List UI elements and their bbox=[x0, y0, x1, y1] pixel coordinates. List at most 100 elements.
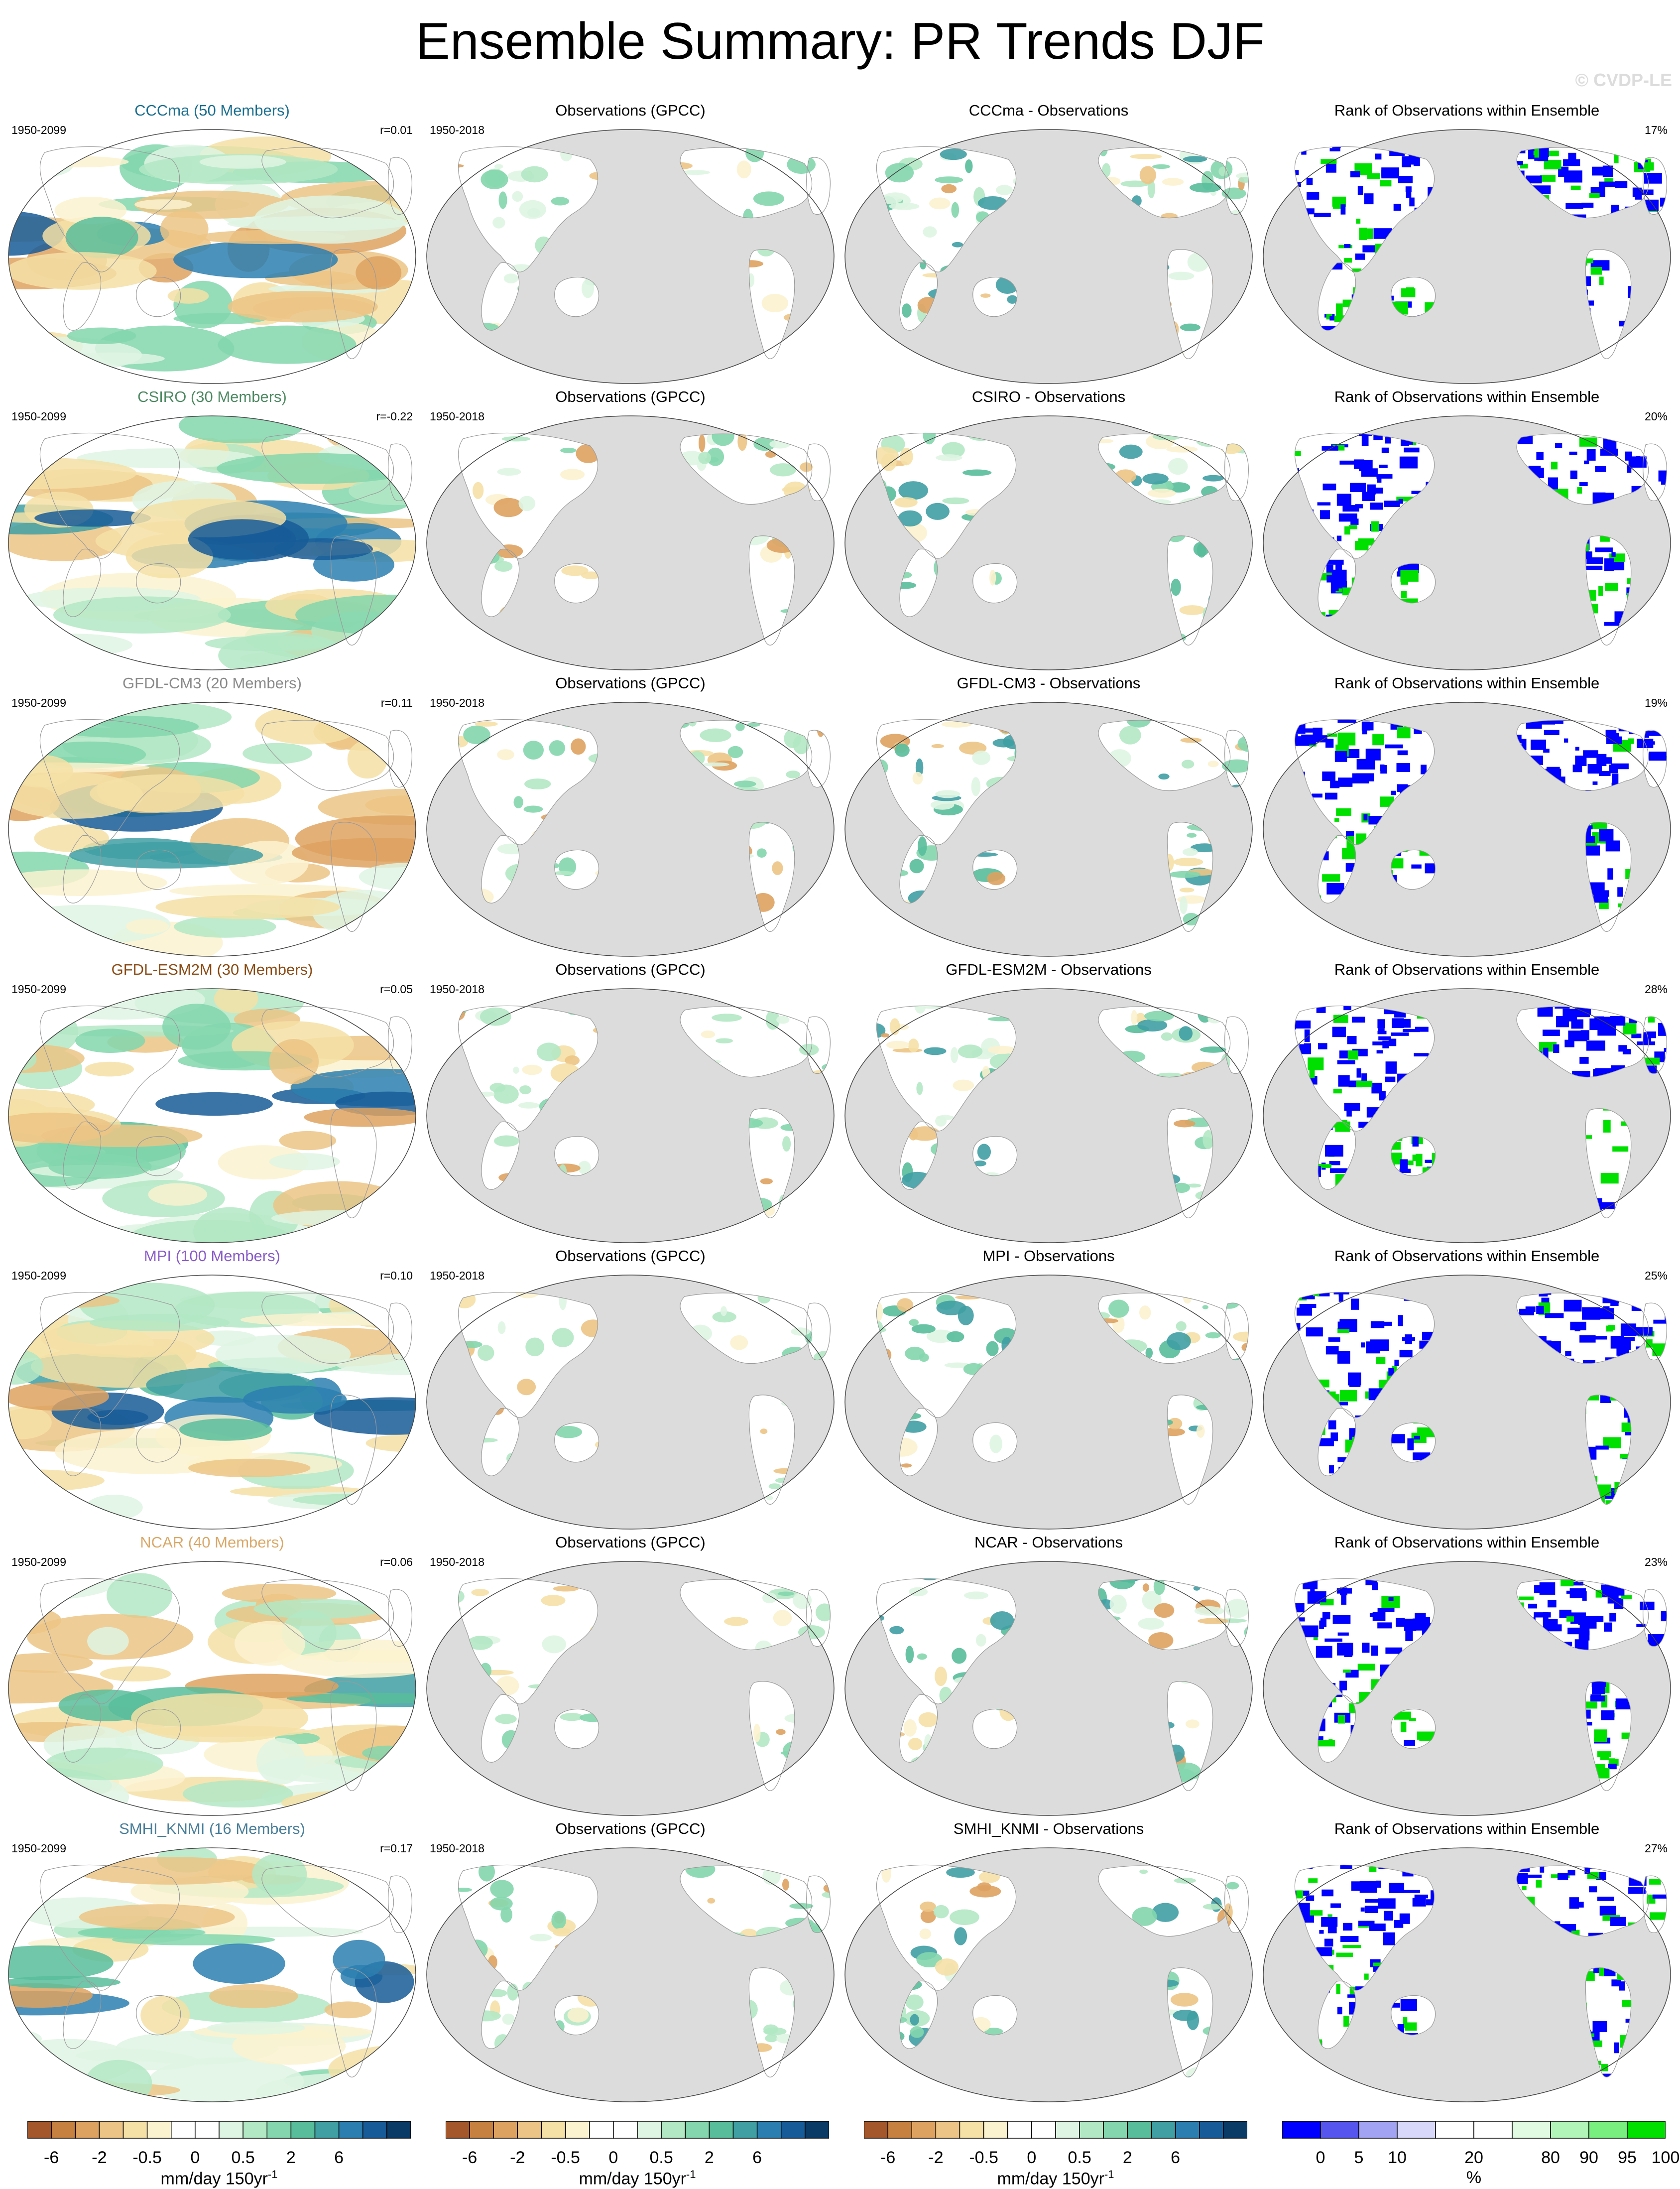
ensemble-panel: CCCma (50 Members) 1950-2099 r=0.01 bbox=[2, 100, 422, 386]
colorbar-swatch bbox=[911, 2121, 937, 2139]
colorbar-swatch bbox=[242, 2121, 268, 2139]
period-label: 1950-2018 bbox=[430, 124, 484, 136]
colorbar-swatch bbox=[1435, 2121, 1474, 2139]
rank-panel: Rank of Observations within Ensemble 25% bbox=[1257, 1245, 1677, 1532]
observations-panel: Observations (GPCC) 1950-2018 bbox=[421, 672, 840, 959]
colorbar-swatch bbox=[51, 2121, 76, 2139]
ensemble-panel: SMHI_KNMI (16 Members) 1950-2099 r=0.17 bbox=[2, 1818, 422, 2104]
globe-map bbox=[426, 1275, 835, 1530]
observations-panel: Observations (GPCC) 1950-2018 bbox=[421, 1818, 840, 2104]
panel-title: GFDL-ESM2M (30 Members) bbox=[111, 961, 313, 978]
panel-title: Rank of Observations within Ensemble bbox=[1334, 388, 1600, 405]
period-label: 1950-2099 bbox=[11, 983, 66, 996]
colorbar-unit: mm/day 150yr-1 bbox=[579, 2168, 696, 2189]
colorbar-unit: mm/day 150yr-1 bbox=[160, 2168, 278, 2189]
observations-panel: Observations (GPCC) 1950-2018 bbox=[421, 386, 840, 672]
difference-panel: CCCma - Observations bbox=[839, 100, 1258, 386]
colorbar-swatch bbox=[709, 2121, 734, 2139]
colorbar-swatch bbox=[1588, 2121, 1628, 2139]
colorbar-tick-label: -2 bbox=[928, 2148, 944, 2167]
page-title: Ensemble Summary: PR Trends DJF bbox=[415, 12, 1265, 70]
period-label: 1950-2018 bbox=[430, 696, 484, 709]
panel-title: Rank of Observations within Ensemble bbox=[1334, 961, 1600, 978]
colorbar-unit: % bbox=[1466, 2168, 1482, 2187]
colorbar-swatch bbox=[1473, 2121, 1513, 2139]
period-label: 1950-2018 bbox=[430, 410, 484, 423]
correlation-label: r=0.06 bbox=[380, 1555, 413, 1568]
panel-title: GFDL-CM3 (20 Members) bbox=[122, 674, 302, 692]
period-label: 1950-2018 bbox=[430, 983, 484, 996]
colorbar-swatch bbox=[732, 2121, 758, 2139]
colorbar-swatch bbox=[338, 2121, 363, 2139]
panel-title: Observations (GPCC) bbox=[555, 1534, 706, 1551]
period-label: 1950-2018 bbox=[430, 1842, 484, 1855]
colorbar-tick-label: 5 bbox=[1354, 2148, 1364, 2167]
period-label: 1950-2018 bbox=[430, 1269, 484, 1282]
panel-title: Observations (GPCC) bbox=[555, 388, 706, 405]
globe-map bbox=[1263, 988, 1671, 1243]
colorbar-tick-label: -2 bbox=[510, 2148, 525, 2167]
globe-map bbox=[844, 415, 1253, 670]
colorbar-tick-label: 6 bbox=[1171, 2148, 1181, 2167]
colorbar-swatch bbox=[1550, 2121, 1589, 2139]
watermark: © CVDP-LE bbox=[1575, 70, 1672, 90]
rank-percent-label: 20% bbox=[1644, 410, 1668, 423]
rank-percent-label: 19% bbox=[1644, 696, 1668, 709]
panel-title: CSIRO - Observations bbox=[971, 388, 1126, 405]
colorbar-tick-label: 0 bbox=[1316, 2148, 1325, 2167]
colorbar-swatch bbox=[146, 2121, 172, 2139]
colorbar-swatch bbox=[122, 2121, 148, 2139]
colorbar-swatch bbox=[637, 2121, 662, 2139]
globe-map bbox=[844, 1847, 1253, 2102]
observations-panel: Observations (GPCC) 1950-2018 bbox=[421, 100, 840, 386]
colorbar-swatch bbox=[864, 2121, 888, 2139]
colorbar-swatches bbox=[864, 2121, 1247, 2139]
colorbar-swatch bbox=[314, 2121, 340, 2139]
colorbar-swatch bbox=[1103, 2121, 1128, 2139]
colorbar-swatch bbox=[541, 2121, 566, 2139]
rank-panel: Rank of Observations within Ensemble 28% bbox=[1257, 959, 1677, 1245]
panel-title: GFDL-ESM2M - Observations bbox=[946, 961, 1152, 978]
panel-title: CCCma - Observations bbox=[968, 102, 1129, 119]
colorbar-swatch bbox=[1627, 2121, 1666, 2139]
observations-panel: Observations (GPCC) 1950-2018 bbox=[421, 959, 840, 1245]
globe-map bbox=[8, 1561, 416, 1816]
observations-panel: Observations (GPCC) 1950-2018 bbox=[421, 1245, 840, 1532]
colorbar-tick-label: -6 bbox=[462, 2148, 478, 2167]
colorbar-swatches bbox=[446, 2121, 829, 2139]
correlation-label: r=0.17 bbox=[380, 1842, 413, 1855]
globe-map bbox=[1263, 1275, 1671, 1530]
panel-title: Rank of Observations within Ensemble bbox=[1334, 1534, 1600, 1551]
colorbar-swatch bbox=[565, 2121, 590, 2139]
colorbar-tick-label: 20 bbox=[1464, 2148, 1483, 2167]
colorbar-swatches bbox=[27, 2121, 411, 2139]
period-label: 1950-2099 bbox=[11, 1842, 66, 1855]
globe-map bbox=[8, 702, 416, 957]
colorbar-tick-label: 2 bbox=[1122, 2148, 1132, 2167]
globe-map bbox=[8, 1275, 416, 1530]
colorbar-tick-label: -6 bbox=[880, 2148, 896, 2167]
colorbar-swatch bbox=[171, 2121, 196, 2139]
panel-title: Observations (GPCC) bbox=[555, 102, 706, 119]
globe-map bbox=[844, 702, 1253, 957]
colorbar-tick-label: 10 bbox=[1388, 2148, 1407, 2167]
colorbar-swatch bbox=[1397, 2121, 1436, 2139]
colorbar-swatch bbox=[1007, 2121, 1032, 2139]
colorbar-tick-label: 80 bbox=[1541, 2148, 1560, 2167]
colorbar-swatches bbox=[1282, 2121, 1666, 2139]
rank-percent-label: 27% bbox=[1644, 1842, 1668, 1855]
colorbar-swatch bbox=[887, 2121, 913, 2139]
colorbar-swatch bbox=[1199, 2121, 1224, 2139]
colorbar-swatch bbox=[1358, 2121, 1398, 2139]
observations-panel: Observations (GPCC) 1950-2018 bbox=[421, 1532, 840, 1818]
colorbar-tick-label: 0.5 bbox=[231, 2148, 255, 2167]
colorbar-swatch bbox=[613, 2121, 638, 2139]
difference-panel: SMHI_KNMI - Observations bbox=[839, 1818, 1258, 2104]
rank-panel: Rank of Observations within Ensemble 23% bbox=[1257, 1532, 1677, 1818]
globe-map bbox=[844, 1561, 1253, 1816]
panel-title: Observations (GPCC) bbox=[555, 674, 706, 692]
globe-map bbox=[1263, 1847, 1671, 2102]
difference-panel: GFDL-ESM2M - Observations bbox=[839, 959, 1258, 1245]
colorbar-tick-label: 90 bbox=[1579, 2148, 1598, 2167]
colorbar-tick-label: 95 bbox=[1618, 2148, 1637, 2167]
